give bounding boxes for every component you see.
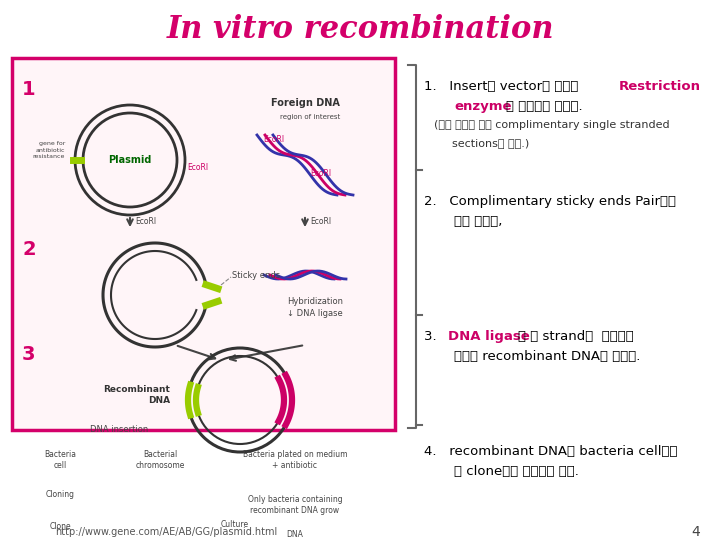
Text: gene for
antibiotic
resistance: gene for antibiotic resistance [32,141,65,159]
Text: 그 clone들을 복제하게 된다.: 그 clone들을 복제하게 된다. [454,465,579,478]
Text: DNA ligase: DNA ligase [448,330,530,343]
Text: Bacteria plated on medium
+ antibiotic: Bacteria plated on medium + antibiotic [243,450,347,470]
Text: 4: 4 [691,525,700,539]
Text: 1: 1 [22,80,35,99]
Text: DNA
purification: DNA purification [273,530,317,540]
Text: Bacteria
cell: Bacteria cell [44,450,76,470]
Text: 가 두 strand를  결합시켜: 가 두 strand를 결합시켜 [518,330,634,343]
Text: Bacterial
chromosome: Bacterial chromosome [135,450,185,470]
Text: 을 이용하여 자른다.: 을 이용하여 자른다. [506,100,582,113]
Text: ↓ DNA ligase: ↓ DNA ligase [287,309,343,319]
Text: Culture: Culture [221,520,249,529]
Text: http://www.gene.com/AE/AB/GG/plasmid.html: http://www.gene.com/AE/AB/GG/plasmid.htm… [55,527,277,537]
Text: DNA insertion: DNA insertion [90,426,148,435]
Text: 1.   Insert와 vector를 동일한: 1. Insert와 vector를 동일한 [424,80,582,93]
Text: Cloning: Cloning [45,490,74,499]
Text: 하나의 recombinant DNA를 만든다.: 하나의 recombinant DNA를 만든다. [454,350,640,363]
Text: Restriction: Restriction [619,80,701,93]
Text: sections을 가짐.): sections을 가짐.) [452,138,529,148]
Text: In vitro recombination: In vitro recombination [166,15,554,45]
Text: EcoRI: EcoRI [135,218,156,226]
Text: Sticky ends: Sticky ends [232,271,280,280]
Text: 3: 3 [22,345,35,364]
Bar [12,58,395,430]
Text: (잘린 부분은 서로 complimentary single stranded: (잘린 부분은 서로 complimentary single stranded [434,120,670,130]
Text: enzyme: enzyme [454,100,511,113]
Text: 4.   recombinant DNA는 bacteria cell에서: 4. recombinant DNA는 bacteria cell에서 [424,445,678,458]
Text: Recombinant
DNA: Recombinant DNA [103,385,170,405]
Text: 2.   Complimentary sticky ends Pair끼리: 2. Complimentary sticky ends Pair끼리 [424,195,676,208]
Text: Hybridization: Hybridization [287,298,343,307]
Text: Plasmid: Plasmid [108,155,152,165]
Text: EcoRI: EcoRI [310,168,331,178]
Text: 3.: 3. [424,330,449,343]
Text: region of interest: region of interest [280,114,340,120]
Text: EcoRI: EcoRI [310,218,331,226]
Text: EcoRI: EcoRI [263,136,284,145]
Text: EcoRI: EcoRI [187,164,208,172]
Text: 서로 만나면,: 서로 만나면, [454,215,503,228]
Text: Clone: Clone [49,522,71,531]
Text: Foreign DNA: Foreign DNA [271,98,339,108]
Text: 2: 2 [22,240,35,259]
Text: Only bacteria containing
recombinant DNA grow: Only bacteria containing recombinant DNA… [248,495,342,515]
